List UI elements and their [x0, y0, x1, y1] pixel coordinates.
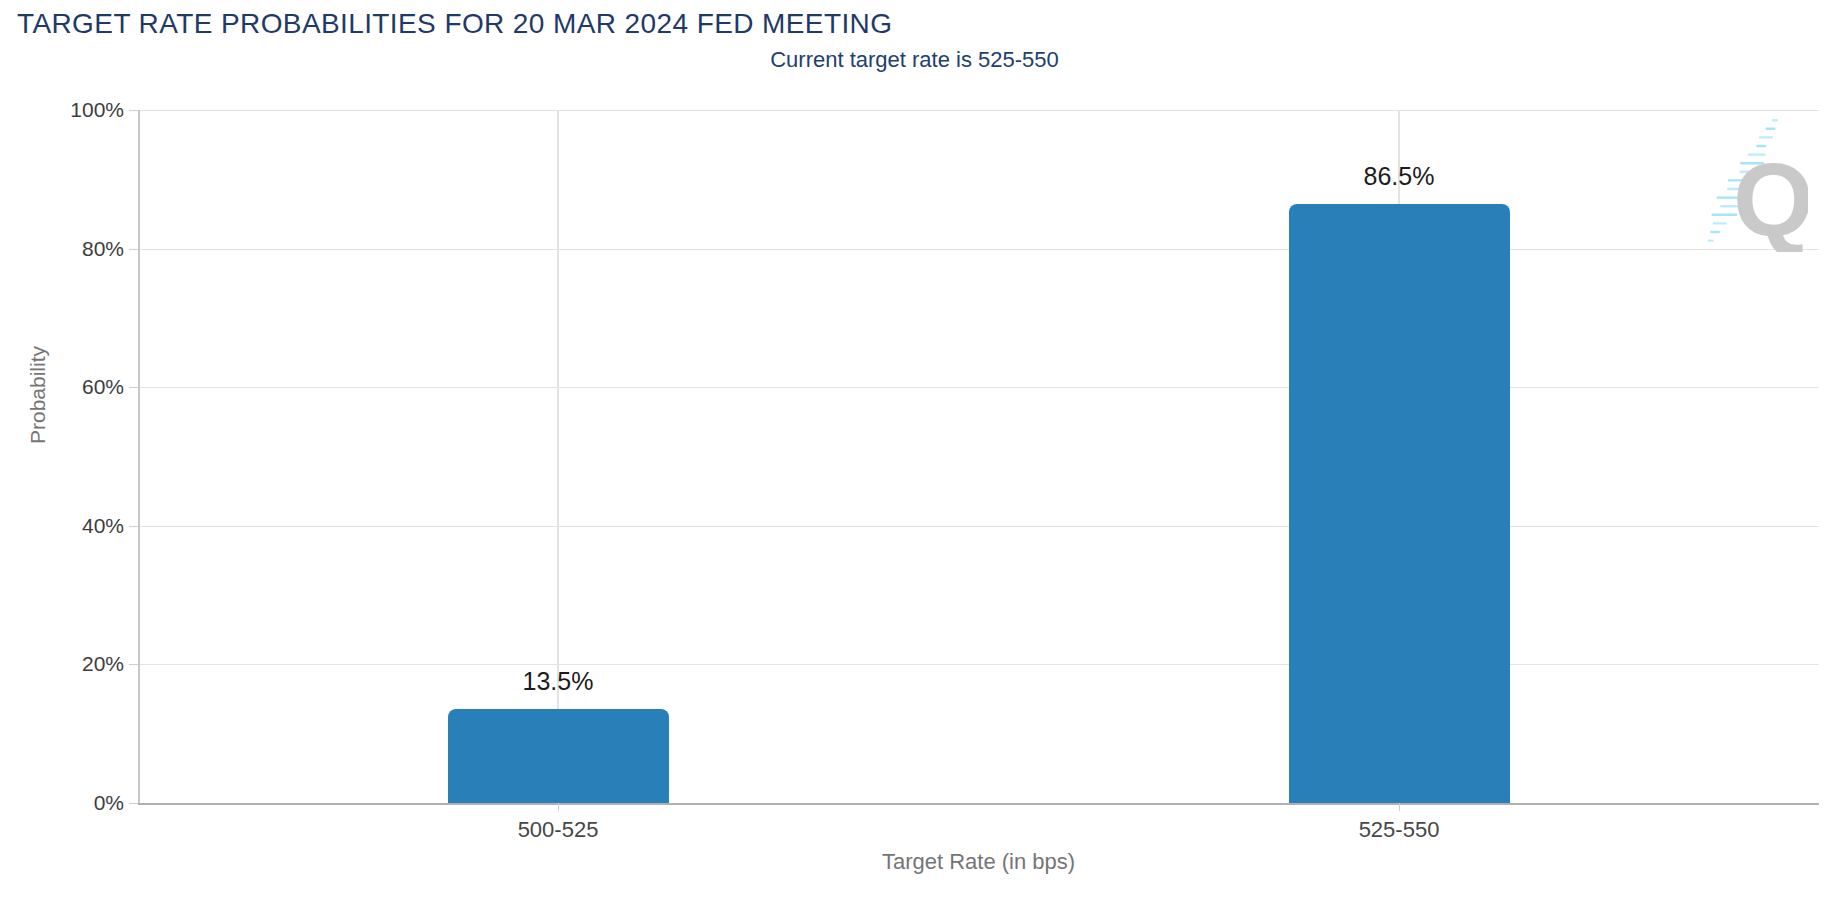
bar-525-550 [1289, 204, 1510, 803]
x-tick-label-525-550: 525-550 [1359, 817, 1440, 843]
x-tick-mark-500-525 [558, 803, 559, 811]
gridline-h-80 [138, 249, 1819, 250]
bar-500-525 [448, 709, 669, 803]
x-tick-label-500-525: 500-525 [518, 817, 599, 843]
y-tick-label-60: 60% [82, 375, 124, 399]
y-tick-mark-20 [129, 664, 138, 665]
chart-title: TARGET RATE PROBABILITIES FOR 20 MAR 202… [17, 8, 892, 40]
gridline-h-40 [138, 526, 1819, 527]
y-tick-label-40: 40% [82, 514, 124, 538]
gridline-h-60 [138, 387, 1819, 388]
y-tick-label-100: 100% [70, 98, 124, 122]
y-tick-label-80: 80% [82, 237, 124, 261]
fed-meeting-probability-chart: TARGET RATE PROBABILITIES FOR 20 MAR 202… [0, 0, 1829, 899]
y-tick-label-20: 20% [82, 652, 124, 676]
gridline-v-500-525 [557, 110, 559, 803]
y-tick-mark-0 [129, 803, 138, 804]
y-tick-mark-80 [129, 249, 138, 250]
y-tick-label-0: 0% [94, 791, 124, 815]
y-axis-title: Probability [26, 346, 50, 444]
x-tick-mark-525-550 [1399, 803, 1400, 811]
bar-value-label-525-550: 86.5% [1364, 162, 1435, 191]
chart-subtitle: Current target rate is 525-550 [0, 47, 1829, 73]
bar-value-label-500-525: 13.5% [523, 667, 594, 696]
y-axis-line [138, 110, 140, 803]
gridline-h-20 [138, 664, 1819, 665]
y-tick-mark-60 [129, 387, 138, 388]
x-axis-title: Target Rate (in bps) [138, 849, 1819, 875]
gridline-h-100 [138, 110, 1819, 111]
y-tick-mark-100 [129, 110, 138, 111]
plot-area: 13.5%86.5% 0%20%40%60%80%100% 500-525525… [138, 110, 1819, 803]
x-axis-line [138, 803, 1819, 805]
y-tick-mark-40 [129, 526, 138, 527]
